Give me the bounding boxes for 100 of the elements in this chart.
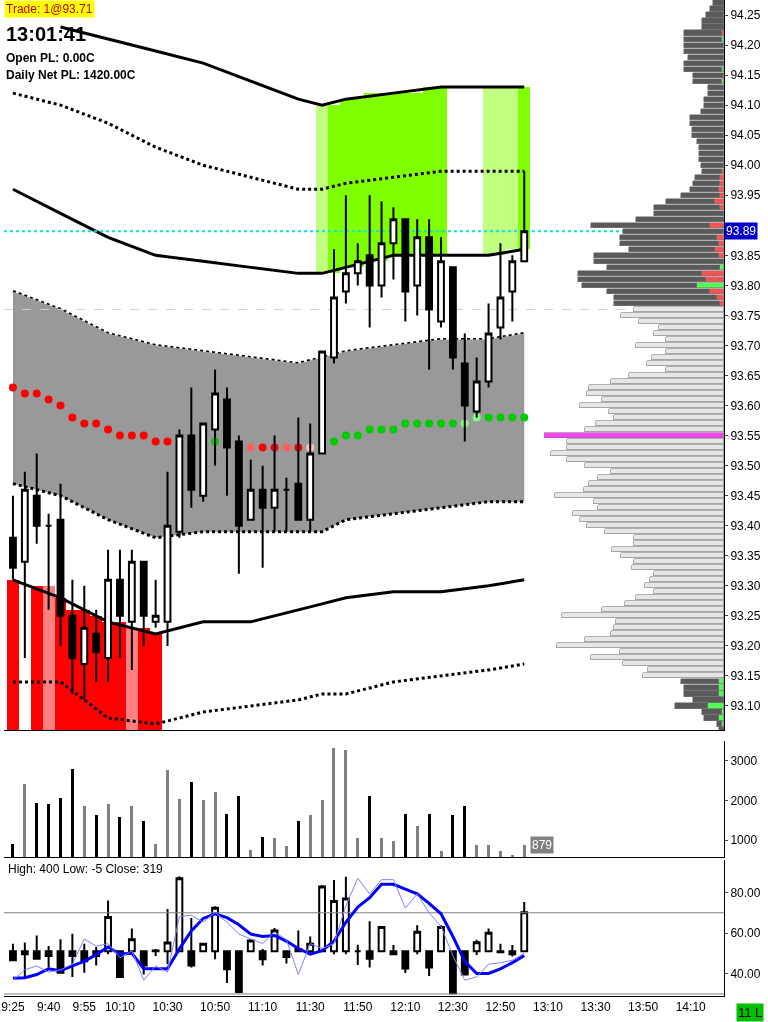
point [413, 419, 422, 428]
y-tick-label: 93.55 [730, 428, 761, 443]
x-tick-label: 11:50 [343, 1000, 373, 1015]
point [282, 443, 291, 452]
x-tick-label: 9:40 [36, 1000, 61, 1015]
point [92, 419, 101, 428]
candlestick [9, 942, 17, 962]
point [163, 437, 172, 446]
point [151, 437, 160, 446]
candlestick [472, 938, 481, 956]
bar [43, 586, 55, 730]
point [258, 443, 267, 452]
bar [7, 580, 19, 730]
point [20, 389, 29, 398]
y-tick-label: 93.15 [730, 669, 761, 684]
candlestick [508, 944, 517, 958]
point [246, 443, 255, 452]
y-tick-label: 3000 [730, 753, 758, 768]
y-tick-label: 94.25 [730, 8, 761, 23]
candlestick [163, 908, 172, 966]
y-tick-label: 40.00 [730, 966, 761, 981]
bar [316, 105, 328, 273]
point [353, 431, 362, 440]
candlestick [32, 934, 41, 960]
candlestick [68, 932, 77, 978]
candlestick [437, 924, 445, 953]
candlestick [258, 947, 267, 967]
point [8, 383, 17, 392]
ref-line-label: 93.89 [726, 224, 757, 238]
x-tick-label: 11:30 [295, 1000, 326, 1015]
point [139, 431, 148, 440]
point [32, 389, 41, 398]
point [68, 413, 77, 422]
x-tick-label: 10:10 [104, 1000, 136, 1015]
point [44, 395, 53, 404]
candlestick [187, 917, 196, 969]
x-tick-label: 9:55 [72, 1000, 97, 1015]
y-tick-label: 94.20 [730, 38, 761, 53]
candlestick [401, 950, 410, 975]
point [484, 413, 493, 422]
x-tick-label: 10:30 [152, 1000, 183, 1015]
candlestick [234, 950, 243, 995]
y-tick-label: 93.20 [730, 639, 761, 654]
point [496, 413, 505, 422]
candlestick [44, 945, 53, 969]
point [437, 419, 446, 428]
candlestick [389, 944, 398, 956]
bar [31, 586, 43, 730]
y-tick-label: 93.35 [730, 548, 761, 563]
annotation: Open PL: 0.00C [6, 51, 96, 65]
candlestick [496, 942, 505, 954]
bar [126, 628, 138, 730]
y-tick-label: 93.65 [730, 368, 761, 383]
candlestick [246, 938, 255, 953]
candlestick [139, 950, 148, 976]
y-tick-label: 94.10 [730, 98, 761, 113]
point [80, 419, 89, 428]
point [56, 401, 65, 410]
x-tick-label: 13:10 [533, 1000, 564, 1015]
x-tick-label: 9:25 [1, 1000, 25, 1015]
annotation: High: 400 Low: -5 Close: 319 [8, 862, 164, 876]
candlestick [282, 950, 291, 965]
annotation: Trade: 1@93.71 [6, 2, 93, 16]
point [329, 437, 338, 446]
y-tick-label: 93.60 [730, 398, 761, 413]
x-tick-label: 12:50 [485, 1000, 516, 1015]
y-tick-label: 93.70 [730, 338, 761, 353]
x-tick-label: 13:50 [628, 1000, 659, 1015]
annotation: 879 [532, 838, 553, 852]
candlestick [318, 883, 326, 953]
point [365, 425, 374, 434]
y-tick-label: 2000 [730, 793, 758, 808]
x-tick-label: 12:30 [437, 1000, 469, 1015]
candlestick [151, 578, 160, 629]
y-tick-label: 93.50 [730, 458, 761, 473]
candlestick [472, 356, 481, 419]
y-tick-label: 60.00 [730, 926, 761, 941]
point [401, 419, 410, 428]
x-tick-label: 10:50 [200, 1000, 231, 1015]
point [425, 419, 434, 428]
candlestick [365, 920, 374, 969]
x-tick-label: 11:10 [248, 1000, 278, 1015]
point [104, 425, 113, 434]
annotation: Daily Net PL: 1420.00C [6, 68, 136, 82]
x-tick-label: 14:10 [675, 1000, 707, 1015]
y-tick-label: 93.40 [730, 518, 761, 533]
y-tick-label: 93.85 [730, 248, 761, 263]
y-tick-label: 93.75 [730, 308, 761, 323]
point [341, 431, 350, 440]
y-tick-label: 94.00 [730, 158, 761, 173]
y-tick-label: 93.45 [730, 488, 761, 503]
text: 11 L [738, 1005, 763, 1020]
candlestick [448, 950, 457, 995]
y-tick-label: 80.00 [730, 885, 761, 900]
candlestick [20, 941, 29, 978]
candlestick [520, 901, 529, 953]
y-tick-label: 93.80 [730, 278, 761, 293]
candlestick [425, 950, 434, 977]
x-tick-label: 12:10 [390, 1000, 421, 1015]
point [508, 413, 517, 422]
